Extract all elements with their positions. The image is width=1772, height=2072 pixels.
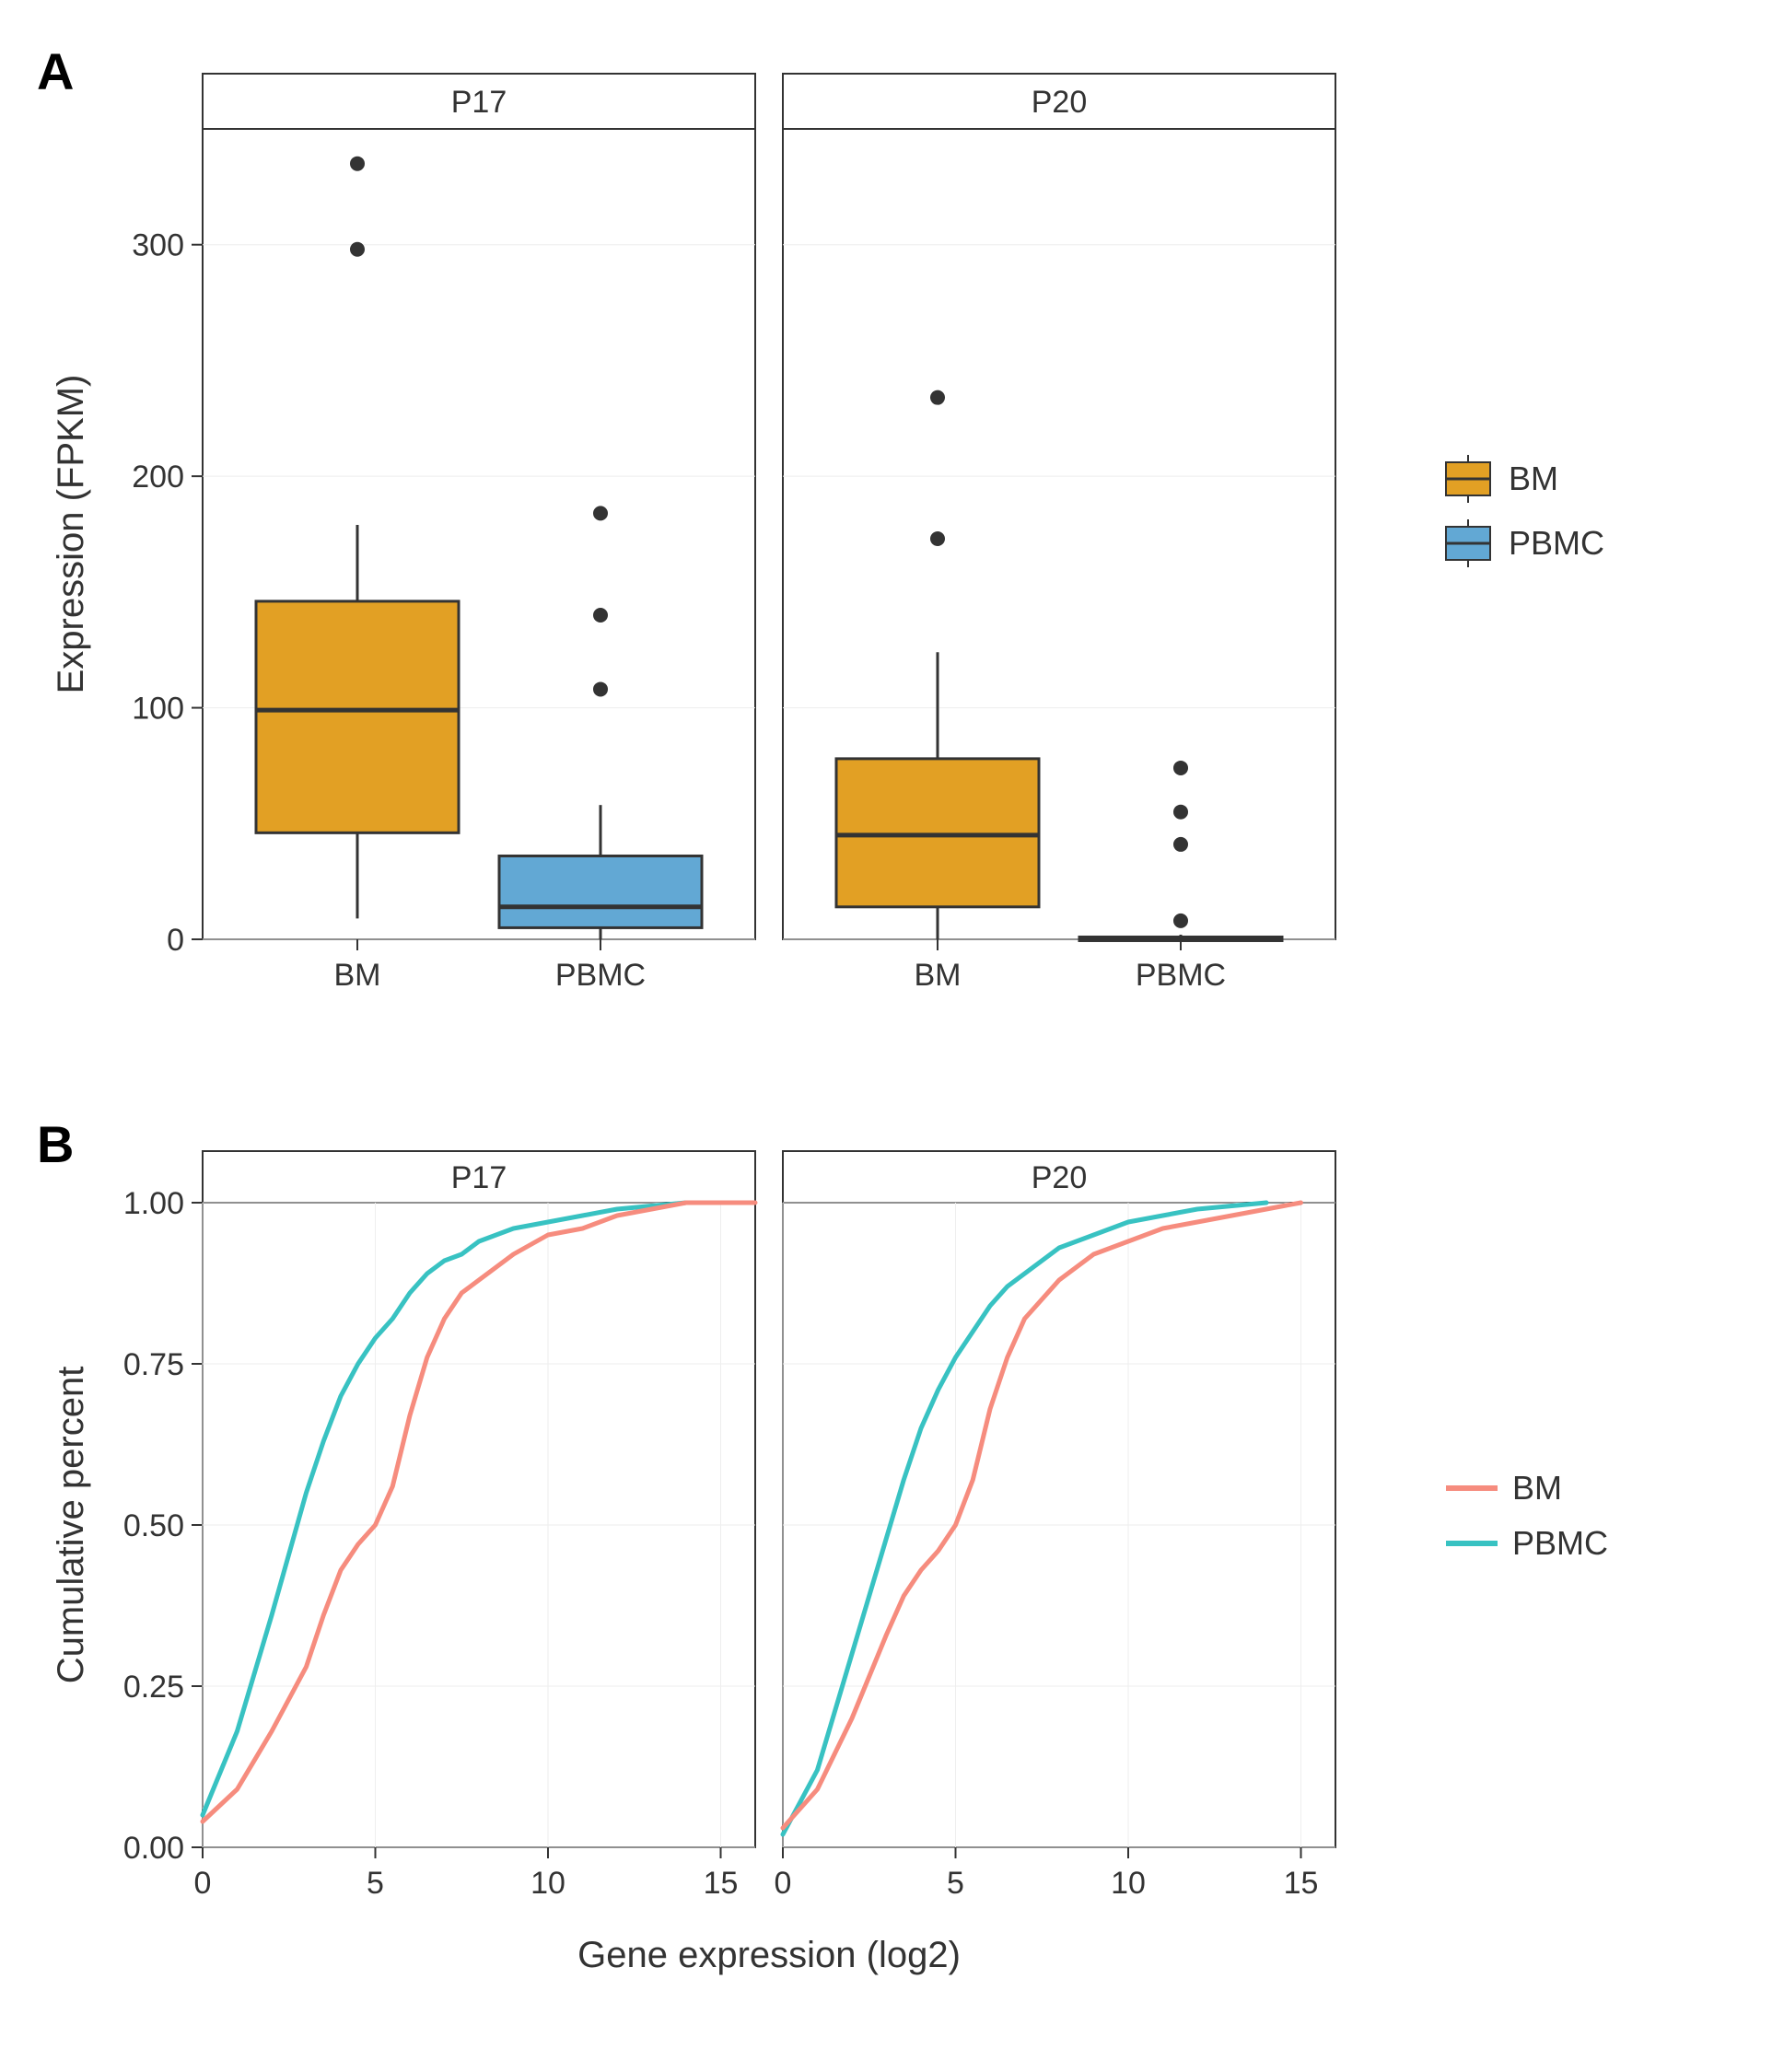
outlier-point (350, 157, 365, 171)
outlier-point (593, 608, 608, 623)
outlier-point (1173, 761, 1188, 775)
facet-strip-label: P17 (451, 85, 507, 120)
line-pbmc (783, 1203, 1266, 1834)
y-tick-label: 0.75 (123, 1347, 184, 1382)
x-tick-label: PBMC (1136, 958, 1226, 993)
legend-label: PBMC (1512, 1524, 1608, 1562)
figure-root: A B Expression (FPKM)0100200300P17BMPBMC… (37, 37, 1735, 2035)
legend-label: BM (1509, 460, 1558, 497)
x-tick-label: 10 (530, 1866, 565, 1901)
x-tick-label: BM (915, 958, 962, 993)
legend-label: BM (1512, 1469, 1562, 1507)
facet-strip-label: P20 (1032, 85, 1088, 120)
y-axis-title-b: Cumulative percent (51, 1367, 91, 1684)
box-bm (256, 601, 459, 832)
y-tick-label: 0.00 (123, 1831, 184, 1866)
facet-strip-label: P20 (1032, 1160, 1088, 1195)
x-axis-title-b: Gene expression (log2) (577, 1935, 961, 1975)
x-tick-label: 15 (704, 1866, 739, 1901)
x-tick-label: PBMC (555, 958, 646, 993)
outlier-point (593, 506, 608, 520)
outlier-point (350, 242, 365, 257)
x-tick-label: 15 (1284, 1866, 1319, 1901)
legend-label: PBMC (1509, 524, 1604, 562)
box-bm (836, 759, 1039, 907)
y-axis-title-a: Expression (FPKM) (51, 375, 91, 694)
facet-strip-label: P17 (451, 1160, 507, 1195)
outlier-point (930, 531, 945, 546)
panel-label-a: A (37, 41, 74, 101)
y-tick-label: 0.25 (123, 1670, 184, 1705)
outlier-point (1173, 914, 1188, 928)
box-pbmc (499, 856, 702, 927)
outlier-point (593, 681, 608, 696)
y-tick-label: 0 (167, 923, 184, 958)
x-tick-label: BM (334, 958, 381, 993)
outlier-point (930, 390, 945, 405)
y-tick-label: 1.00 (123, 1186, 184, 1221)
x-tick-label: 0 (775, 1866, 792, 1901)
chart-canvas: Expression (FPKM)0100200300P17BMPBMCP20B… (37, 37, 1735, 2035)
y-tick-label: 200 (132, 460, 184, 495)
y-tick-label: 100 (132, 692, 184, 727)
x-tick-label: 5 (947, 1866, 964, 1901)
outlier-point (1173, 837, 1188, 852)
x-tick-label: 5 (367, 1866, 384, 1901)
line-bm (203, 1203, 755, 1822)
line-bm (783, 1203, 1301, 1828)
x-tick-label: 10 (1111, 1866, 1146, 1901)
y-tick-label: 0.50 (123, 1508, 184, 1543)
outlier-point (1173, 805, 1188, 820)
y-tick-label: 300 (132, 228, 184, 263)
x-tick-label: 0 (194, 1866, 212, 1901)
panel-label-b: B (37, 1114, 74, 1174)
